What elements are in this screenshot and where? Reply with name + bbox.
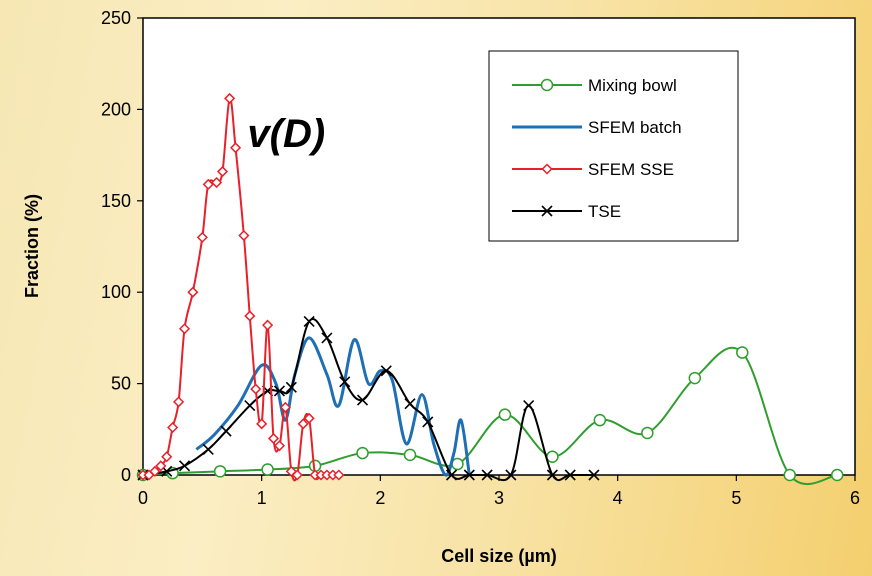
annotation-vd: v(D): [247, 112, 325, 156]
data-point-tse: [422, 416, 434, 428]
legend-box: [488, 50, 739, 242]
data-point-mixing-bowl: [641, 426, 654, 440]
data-point-tse: [463, 469, 475, 481]
data-point-sfem-sse: [250, 383, 262, 395]
x-tick-label: 5: [731, 488, 741, 508]
data-point-sfem-sse: [211, 176, 223, 189]
series-layer: [136, 92, 844, 486]
y-tick-label: 100: [101, 282, 131, 302]
legend: Mixing bowl SFEM batch SFEM SSE TSE: [488, 50, 739, 242]
data-point-sfem-sse: [149, 465, 161, 477]
y-tick-label: 0: [121, 465, 131, 485]
series-line-sfem-batch: [195, 336, 471, 477]
data-point-mixing-bowl: [213, 465, 227, 478]
legend-marker-mixing-bowl: [540, 78, 554, 92]
data-point-tse: [244, 399, 256, 412]
data-point-tse: [303, 315, 315, 328]
data-point-tse: [404, 398, 416, 410]
y-tick-label: 200: [101, 99, 131, 119]
legend-label-mixing-bowl: Mixing bowl: [588, 76, 677, 95]
data-point-mixing-bowl: [736, 346, 749, 359]
data-point-sfem-sse: [291, 469, 303, 481]
data-point-tse: [339, 376, 351, 388]
data-point-mixing-bowl: [593, 413, 607, 427]
data-point-tse: [202, 443, 214, 455]
data-point-tse: [481, 469, 493, 481]
y-tick-label: 150: [101, 191, 131, 211]
data-point-sfem-sse: [202, 178, 214, 190]
data-point-sfem-sse: [173, 396, 185, 408]
y-tick-label: 50: [111, 374, 131, 394]
x-tick-label: 4: [613, 488, 623, 508]
data-point-mixing-bowl: [356, 446, 369, 460]
data-point-sfem-sse: [238, 229, 250, 242]
data-point-sfem-sse: [279, 401, 291, 413]
x-tick-label: 1: [257, 488, 267, 508]
data-point-sfem-sse: [267, 432, 280, 445]
data-point-mixing-bowl: [403, 448, 417, 462]
data-point-tse: [380, 365, 392, 377]
y-axis-title: Fraction (%): [22, 194, 42, 298]
data-point-sfem-sse: [155, 460, 167, 472]
data-point-tse: [445, 469, 458, 481]
x-tick-label: 2: [375, 488, 385, 508]
data-point-sfem-sse: [178, 323, 191, 335]
data-point-sfem-sse: [297, 418, 309, 430]
legend-marker-tse: [541, 205, 553, 217]
x-tick-label: 6: [850, 488, 860, 508]
data-point-tse: [356, 394, 369, 406]
data-point-sfem-sse: [216, 165, 229, 178]
data-point-tse: [178, 460, 191, 472]
data-point-tse: [588, 469, 600, 481]
legend-marker-sfem-sse: [541, 163, 553, 175]
data-point-tse: [564, 469, 576, 481]
data-point-tse: [220, 425, 232, 437]
data-point-mixing-bowl: [783, 468, 796, 482]
y-tick-label: 250: [101, 8, 131, 28]
data-point-mixing-bowl: [498, 408, 512, 421]
legend-label-sfem-batch: SFEM batch: [588, 118, 682, 137]
data-point-tse: [285, 381, 297, 393]
data-point-sfem-sse: [273, 440, 286, 452]
data-point-tse: [273, 385, 286, 397]
data-point-tse: [546, 469, 558, 481]
data-point-sfem-sse: [303, 412, 315, 424]
series-line-sfem-sse: [142, 97, 339, 482]
series-sfem-sse: [137, 92, 345, 482]
series-sfem-batch: [195, 336, 471, 477]
data-point-mixing-bowl: [688, 371, 702, 385]
data-point-sfem-sse: [161, 451, 173, 463]
data-point-mixing-bowl: [261, 463, 274, 476]
y-axis: 0 50 100 150 200 250: [101, 8, 143, 485]
data-point-sfem-sse: [167, 421, 179, 434]
data-point-tse: [523, 399, 535, 412]
data-point-sfem-sse: [224, 92, 236, 104]
data-point-mixing-bowl: [546, 450, 559, 463]
data-point-sfem-sse: [229, 142, 242, 154]
data-point-sfem-sse: [262, 319, 274, 331]
data-point-sfem-sse: [187, 286, 199, 298]
legend-label-tse: TSE: [588, 202, 621, 221]
x-axis-title: Cell size (µm): [441, 546, 556, 566]
legend-label-sfem-sse: SFEM SSE: [588, 160, 674, 179]
data-point-sfem-sse: [256, 418, 268, 430]
data-point-sfem-sse: [196, 231, 208, 243]
data-point-tse: [505, 469, 517, 481]
x-tick-label: 0: [138, 488, 148, 508]
data-point-sfem-sse: [244, 310, 256, 322]
data-point-sfem-sse: [333, 469, 345, 481]
data-point-mixing-bowl: [830, 468, 844, 482]
data-point-tse: [321, 332, 333, 344]
x-tick-label: 3: [494, 488, 504, 508]
